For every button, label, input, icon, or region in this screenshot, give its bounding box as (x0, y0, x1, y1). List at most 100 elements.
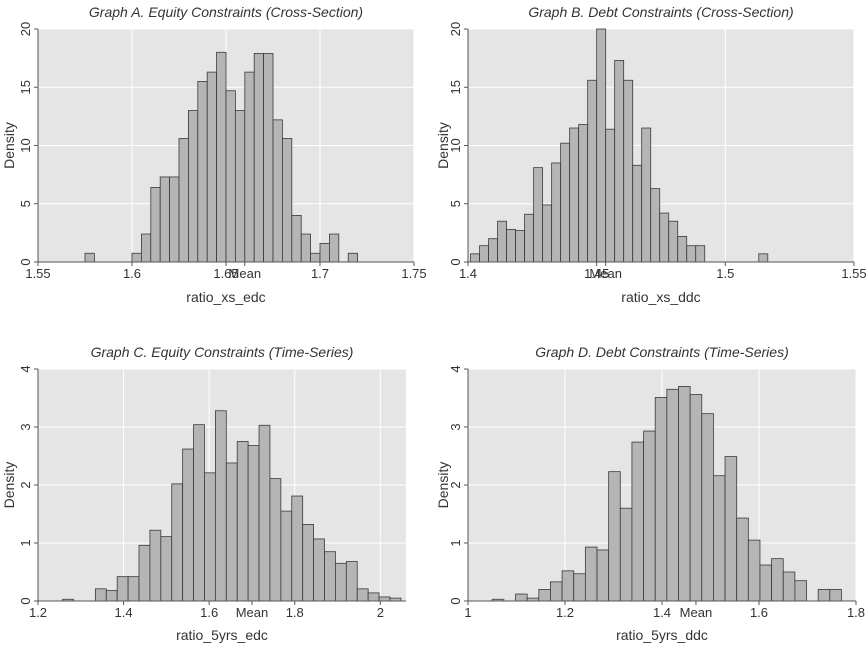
chart-d-histogram-bar (619, 507, 633, 602)
chart-d-histogram-bar (561, 570, 575, 602)
chart-d-histogram-bar (782, 571, 796, 602)
chart-b-y-tick-label: 0 (448, 258, 463, 265)
chart-b-x-tick-label: 1.45 (584, 266, 609, 281)
chart-d-histogram-bar (689, 394, 703, 602)
chart-b-histogram-bar (695, 245, 706, 263)
chart-b-histogram-bar (551, 162, 562, 263)
chart-d-y-tick-label: 0 (448, 597, 463, 604)
chart-c-histogram-bar (280, 510, 293, 602)
chart-a-y-tick-label: 5 (18, 200, 33, 207)
chart-c-histogram-bar (138, 544, 151, 602)
chart-c-histogram-bar (269, 478, 282, 602)
chart-c-histogram-bar (193, 424, 205, 602)
chart-d-x-tick-label: 1 (464, 605, 471, 620)
chart-b-histogram-bar (488, 238, 498, 263)
chart-b-histogram-bar (686, 245, 697, 263)
chart-c-histogram-bar (247, 445, 260, 602)
chart-a-mean-label: Mean (229, 266, 262, 281)
chart-a-x-tick-label: 1.75 (401, 266, 426, 281)
chart-d-y-tick-label: 3 (448, 423, 463, 430)
chart-c-x-tick-label: 2 (377, 605, 384, 620)
chart-a-histogram-bar (178, 138, 189, 263)
chart-a-histogram-bar (319, 242, 330, 263)
chart-d-histogram-bar (736, 517, 749, 602)
chart-b-y-axis-label: Density (435, 122, 451, 169)
chart-d-histogram-bar (713, 475, 726, 602)
chart-b-histogram-bar (524, 213, 535, 263)
chart-c-histogram-bar (149, 529, 162, 602)
chart-d-histogram-bar (701, 413, 714, 602)
chart-d-x-axis-label: ratio_5yrs_ddc (616, 627, 708, 643)
chart-d-title: Graph D. Debt Constraints (Time-Series) (535, 344, 789, 360)
chart-d-histogram-bar (596, 549, 610, 602)
chart-a-histogram-bar (131, 252, 142, 263)
chart-b-histogram-bar (614, 60, 625, 263)
chart-b-histogram-bar (668, 220, 679, 263)
chart-c-histogram-bar (204, 472, 216, 602)
chart-a-histogram-bar (272, 119, 283, 263)
chart-d-histogram-bar (678, 386, 691, 602)
chart-b-histogram-bar (596, 28, 607, 263)
chart-d-histogram-bar (666, 388, 679, 602)
chart-c-y-tick-label: 0 (18, 597, 33, 604)
chart-c-histogram-bar (302, 524, 314, 602)
chart-b-histogram-bar (578, 124, 589, 263)
chart-d-x-tick-label: 1.2 (556, 605, 574, 620)
chart-c-histogram-bar (160, 536, 173, 602)
chart-d-histogram-bar (759, 564, 773, 602)
chart-d-x-tick-label: 1.4 (653, 605, 671, 620)
chart-c-y-tick-label: 4 (18, 365, 33, 372)
chart-a-y-tick-label: 0 (18, 258, 33, 265)
chart-d-histogram-bar (654, 397, 668, 602)
chart-c-y-axis-label: Density (1, 462, 17, 509)
chart-b-histogram-bar (623, 79, 634, 263)
chart-a-histogram-bar (225, 90, 236, 263)
chart-c-y-tick-label: 3 (18, 423, 33, 430)
chart-a-histogram-bar (197, 81, 208, 263)
chart-a-y-axis-label: Density (1, 122, 17, 169)
chart-a-histogram-bar (281, 138, 293, 263)
chart-b-histogram-bar (479, 245, 489, 263)
chart-d-histogram-bar (584, 546, 598, 602)
chart-d-histogram-bar (643, 430, 656, 602)
chart-a-histogram-bar (328, 233, 340, 263)
chart-c-mean-label: Mean (236, 605, 269, 620)
chart-d-histogram-bar (724, 456, 738, 602)
chart-a-histogram-bar (263, 53, 274, 263)
chart-d-histogram-bar (573, 573, 586, 602)
chart-b-histogram-bar (470, 253, 480, 263)
chart-a-y-tick-label: 15 (18, 80, 33, 94)
chart-c-histogram-bar (236, 441, 249, 602)
chart-c-title: Graph C. Equity Constraints (Time-Series… (91, 344, 354, 360)
chart-c-histogram-bar (171, 483, 184, 602)
chart-c-histogram-bar (225, 462, 238, 602)
chart-a-histogram-bar (310, 252, 321, 263)
histogram-chart-b: 1.4 1.45 1.5 1.55 Mean 0 5 10 15 20 Graph B. Debt … (435, 4, 867, 305)
chart-b-mean-label: Mean (589, 266, 622, 281)
chart-c-histogram-bar (345, 561, 358, 602)
chart-d-y-tick-label: 1 (448, 539, 463, 546)
chart-c-histogram-bar (182, 448, 194, 602)
chart-b-histogram-bar (542, 204, 553, 263)
chart-c-histogram-bar (367, 592, 380, 602)
chart-c-histogram-bar (214, 410, 227, 602)
chart-a-x-axis-label: ratio_xs_edc (186, 289, 265, 305)
chart-d-histogram-bar (631, 441, 644, 602)
chart-b-x-axis-label: ratio_xs_ddc (621, 289, 700, 305)
chart-a-histogram-bar (150, 187, 161, 263)
chart-b-histogram-bar (677, 235, 688, 263)
chart-a-histogram-bar (206, 71, 217, 263)
chart-d-x-tick-label: 1.6 (750, 605, 768, 620)
chart-b-histogram-bar (515, 230, 526, 263)
chart-b-histogram-bar (605, 128, 616, 263)
chart-b-x-tick-label: 1.5 (716, 266, 734, 281)
chart-c-x-axis-label: ratio_5yrs_edc (176, 627, 268, 643)
chart-a-y-tick-label: 10 (18, 138, 33, 152)
chart-a-histogram-bar (347, 252, 359, 263)
chart-c-histogram-bar (324, 551, 336, 602)
chart-b-x-tick-label: 1.4 (459, 266, 477, 281)
chart-d-y-tick-label: 2 (448, 481, 463, 488)
chart-b-y-tick-label: 10 (448, 138, 463, 152)
chart-d-histogram-bar (747, 539, 761, 602)
